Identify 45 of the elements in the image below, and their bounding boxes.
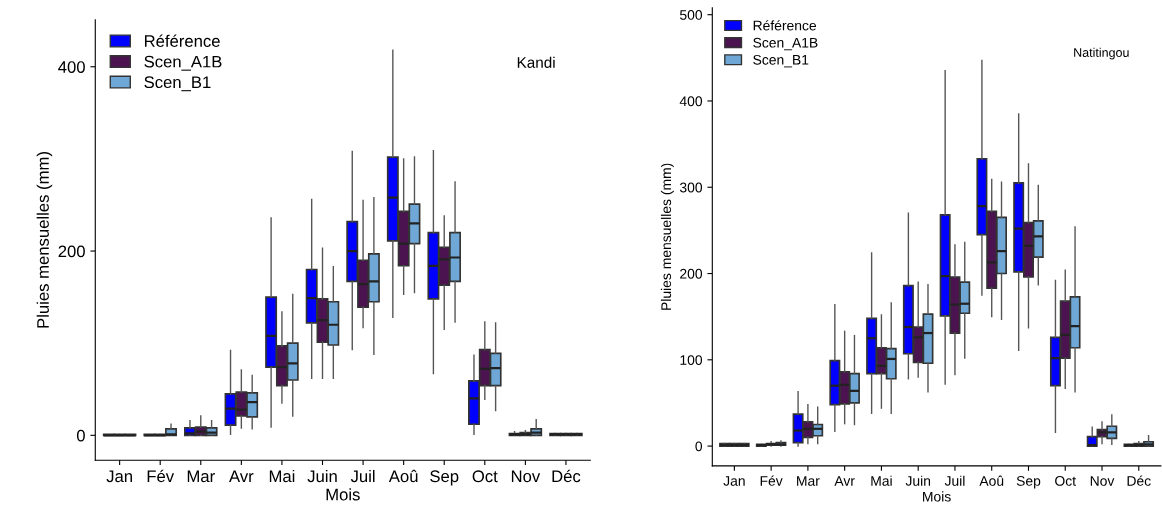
x-tick-label: Aoû <box>979 475 1004 486</box>
y-tick-label: 200 <box>680 268 703 279</box>
x-tick-label: Avr <box>834 476 855 486</box>
y-tick-label: 0 <box>76 429 85 442</box>
x-tick-label: Sep <box>1016 476 1041 489</box>
y-tick-label: 100 <box>680 355 703 365</box>
y-axis-title: Pluies mensuelles (mm) <box>660 163 674 310</box>
x-tick-label: Oct <box>472 470 498 483</box>
legend-label: Scen_A1B <box>144 55 222 71</box>
x-tick-label: Juin <box>307 469 337 483</box>
x-tick-label: Oct <box>1055 476 1076 486</box>
x-tick-label: Sep <box>430 470 459 486</box>
y-axis-title: Pluies mensuelles (mm) <box>36 152 53 328</box>
x-tick-label: Nov <box>511 470 541 483</box>
x-axis-title: Mois <box>923 491 951 502</box>
x-tick-label: Fév <box>147 469 175 483</box>
y-tick-label: 500 <box>679 10 703 20</box>
x-tick-label: Juin <box>905 475 931 486</box>
x-tick-label: Déc <box>552 469 581 483</box>
x-tick-label: Juil <box>944 475 965 486</box>
x-tick-label: Mai <box>871 475 892 486</box>
x-tick-label: Mai <box>269 469 295 483</box>
x-tick-label: Jan <box>723 476 745 486</box>
x-axis-title: Mois <box>326 488 360 501</box>
text: Natitingou <box>1074 47 1129 60</box>
y-tick-label: 400 <box>679 96 703 107</box>
legend-label: Référence <box>144 34 220 47</box>
y-tick-label: 400 <box>58 61 85 73</box>
legend-label: Référence <box>753 20 817 31</box>
x-tick-label: Juil <box>350 469 375 483</box>
x-tick-label: Mar <box>187 470 215 483</box>
y-tick-label: 0 <box>695 441 703 452</box>
text: Kandi <box>517 56 555 68</box>
legend-label: Scen_A1B <box>753 37 818 51</box>
x-tick-label: Fév <box>760 475 783 486</box>
y-tick-label: 200 <box>58 245 85 258</box>
legend-label: Scen_B1 <box>144 76 211 92</box>
x-tick-label: Déc <box>1127 475 1151 486</box>
x-tick-label: Jan <box>106 470 132 483</box>
x-tick-label: Nov <box>1090 476 1115 486</box>
y-tick-label: 300 <box>679 182 703 193</box>
x-tick-label: Aoû <box>388 469 418 483</box>
x-tick-label: Avr <box>229 470 254 482</box>
x-tick-label: Mar <box>797 476 820 486</box>
legend-label: Scen_B1 <box>753 54 809 68</box>
